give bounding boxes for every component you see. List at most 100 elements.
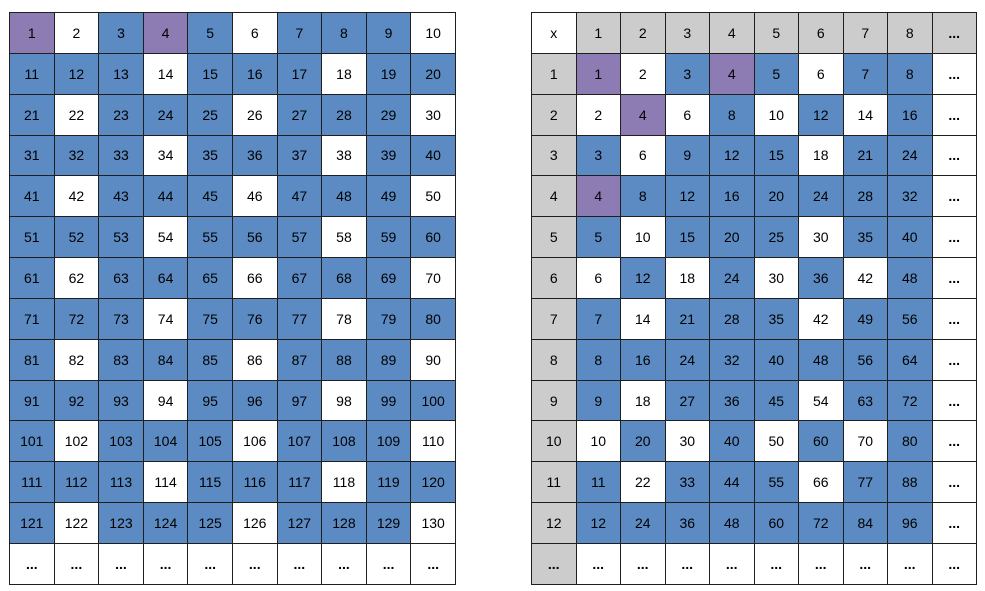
hundred-grid-cell: 21 [9,93,55,136]
hundred-grid-cell: 20 [410,52,456,95]
times-table-cell: 66 [798,461,844,504]
times-table-cell: 30 [664,420,710,463]
times-table-cell: 50 [753,420,799,463]
times-table-cell: ... [931,175,977,218]
times-table-cell: 20 [709,216,755,259]
hundred-grid-row: 91 92 93 94 95 96 97 98 99 100 [9,379,456,422]
hundred-grid-cell: 94 [142,379,189,422]
hundred-grid-cell: 101 [9,420,55,463]
times-table-cell: 14 [620,297,666,340]
hundred-grid-cell: 79 [365,297,412,340]
times-table-cell: 3 [664,52,710,95]
hundred-grid-cell: 60 [410,216,456,259]
hundred-grid-cell: 43 [98,175,144,218]
hundred-grid-row: 61 62 63 64 65 66 67 68 69 70 [9,257,456,299]
times-table-row: x 1 2 3 4 5 6 7 8... [531,12,977,54]
hundred-grid-cell: 1 [9,12,55,54]
times-table-cell: 36 [664,502,710,544]
hundred-grid-cell: 123 [98,502,144,544]
times-table-cell: 6 [798,12,844,54]
hundred-grid-cell: 84 [142,338,189,381]
hundred-grid-cell: 18 [321,52,367,95]
times-table-cell: ... [887,542,933,586]
times-table-cell: 24 [887,134,933,177]
times-table-cell: 80 [887,420,933,463]
times-table-row: 8 8 16 24 32 40 48 56 64... [531,338,977,381]
times-table-cell: 70 [842,420,888,463]
hundred-grid-cell: 78 [321,297,367,340]
hundred-grid-cell: 77 [276,297,323,340]
times-table-cell: 3 [531,134,577,177]
times-table-cell: 24 [664,338,710,381]
times-table-row: 12 12 24 36 48 60 72 84 96... [531,502,977,544]
times-table-row: 4 4 8 12 16 20 24 28 32... [531,175,977,218]
times-table-cell: 27 [664,379,710,422]
hundred-grid-cell: 62 [53,257,100,299]
times-table-cell: 2 [620,52,666,95]
times-table-cell: 18 [620,379,666,422]
hundred-grid-cell: 113 [98,461,144,504]
times-table-row: 10 10 20 30 40 50 60 70 80... [531,420,977,463]
times-table-cell: 40 [887,216,933,259]
hundred-grid-cell: 97 [276,379,323,422]
hundred-grid-cell: 129 [365,502,412,544]
times-table-cell: 54 [798,379,844,422]
hundred-grid-cell: 68 [321,257,367,299]
hundred-grid-cell: 38 [321,134,367,177]
hundred-grid-cell: 110 [410,420,456,463]
hundred-grid-cell: 36 [231,134,278,177]
hundred-grid-cell: 104 [142,420,189,463]
times-table-cell: 6 [531,257,577,299]
times-table-cell: ... [753,542,799,586]
hundred-grid-cell: 95 [187,379,233,422]
hundred-grid-cell: 96 [231,379,278,422]
hundred-grid-cell: 88 [321,338,367,381]
hundred-grid-cell: 72 [53,297,100,340]
hundred-grid-cell: 44 [142,175,189,218]
hundred-grid-cell: 116 [231,461,278,504]
times-table-cell: 22 [620,461,666,504]
times-table-cell: 7 [531,297,577,340]
hundred-grid-cell: 23 [98,93,144,136]
times-table-row: 6 6 12 18 24 30 36 42 48... [531,257,977,299]
times-table-cell: 15 [753,134,799,177]
times-table-cell: 48 [887,257,933,299]
times-table-cell: 77 [842,461,888,504]
times-table-row: 2 2 4 6 8 10 12 14 16... [531,93,977,136]
times-table-cell: 3 [575,134,621,177]
times-table-cell: 2 [575,93,621,136]
hundred-grid-cell: 6 [231,12,278,54]
hundred-grid-cell: 24 [142,93,189,136]
times-table-cell: 10 [575,420,621,463]
times-table-cell: ... [931,502,977,544]
times-table-cell: 18 [664,257,710,299]
times-table-cell: 48 [798,338,844,381]
times-table-cell: 5 [753,52,799,95]
hundred-grid-cell: 26 [231,93,278,136]
times-table-row: 11 11 22 33 44 55 66 77 88... [531,461,977,504]
times-table-cell: ... [931,216,977,259]
hundred-grid-cell: 83 [98,338,144,381]
hundred-grid-cell: 40 [410,134,456,177]
hundred-grid-cell: 93 [98,379,144,422]
times-table-cell: 24 [709,257,755,299]
hundred-grid-row: 11 12 13 14 15 16 17 18 19 20 [9,52,456,95]
hundred-grid-cell: 76 [231,297,278,340]
times-table-row: 9 9 18 27 36 45 54 63 72... [531,379,977,422]
hundred-grid-cell: 15 [187,52,233,95]
times-table-cell: 12 [620,257,666,299]
times-table-cell: ... [931,379,977,422]
times-table-cell: 8 [575,338,621,381]
hundred-grid-cell: 35 [187,134,233,177]
hundred-grid-cell: 91 [9,379,55,422]
hundred-grid-cell: 55 [187,216,233,259]
times-table-cell: 12 [798,93,844,136]
hundred-grid-cell: ... [365,542,412,586]
hundred-grid-cell: 11 [9,52,55,95]
times-table-cell: 4 [709,12,755,54]
hundred-grid-cell: 128 [321,502,367,544]
times-table-cell: 28 [842,175,888,218]
hundred-grid-cell: ... [410,542,456,586]
times-table-cell: 6 [664,93,710,136]
hundred-grid-cell: 70 [410,257,456,299]
